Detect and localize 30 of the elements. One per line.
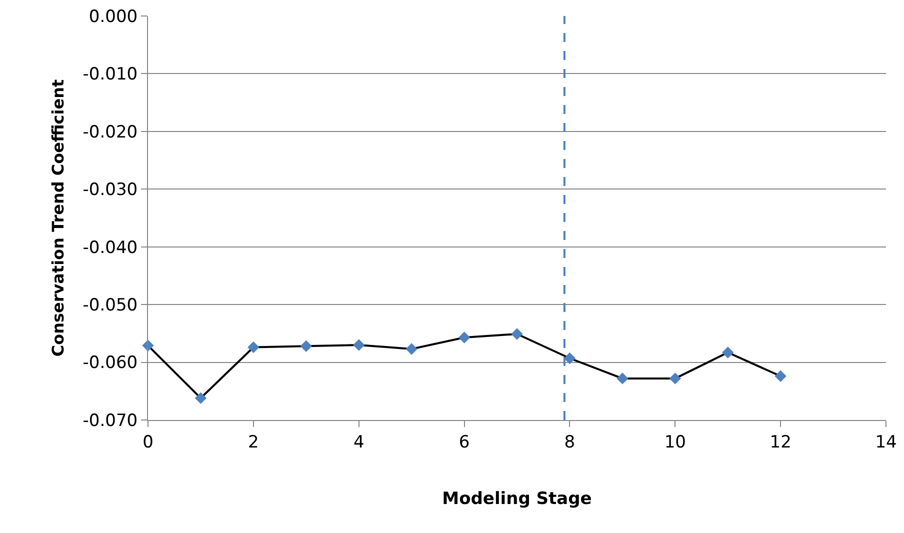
point [722,346,734,358]
x-tick-label: 14 [875,432,897,452]
y-tick-label: -0.050 [82,296,138,316]
x-tick-label: 4 [353,432,364,452]
point [669,372,681,384]
x-axis-title: Modeling Stage [442,488,592,509]
x-tick-label: 12 [770,432,792,452]
y-tick-label: -0.040 [82,238,138,258]
point [194,392,207,404]
point [353,339,365,351]
point [248,341,260,354]
point [406,343,418,355]
y-tick-label: -0.030 [82,180,138,200]
y-tick-label: -0.020 [82,122,138,142]
x-tick-label: 6 [458,432,470,452]
x-tick-label: 10 [664,432,686,452]
y-tick-label: -0.060 [82,353,138,374]
y-axis-title: Conservation Trend Coefficient [48,79,68,357]
y-tick-label: -0.010 [82,64,138,85]
x-tick-label: 2 [248,432,259,452]
point [616,372,628,384]
x-tick-label: 8 [564,432,576,452]
y-tick-label: 0.000 [88,6,138,27]
point [774,370,786,382]
point [564,352,576,364]
point [300,340,312,352]
y-tick-label: -0.070 [82,410,138,431]
point [511,328,523,340]
x-tick-label: 0 [142,432,154,452]
point [458,332,470,344]
